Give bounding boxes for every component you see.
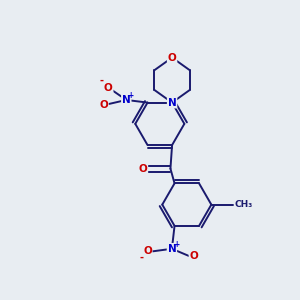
Text: O: O [99,100,108,110]
Text: O: O [190,251,198,261]
Text: O: O [104,82,113,92]
Text: CH₃: CH₃ [234,200,253,209]
Text: N: N [168,98,176,108]
Text: -: - [99,75,103,85]
Text: O: O [168,52,176,63]
Text: O: O [139,164,147,174]
Text: -: - [140,252,144,262]
Text: +: + [173,240,179,249]
Text: N: N [167,244,176,254]
Text: N: N [122,95,131,105]
Text: +: + [128,91,134,100]
Text: O: O [143,246,152,256]
